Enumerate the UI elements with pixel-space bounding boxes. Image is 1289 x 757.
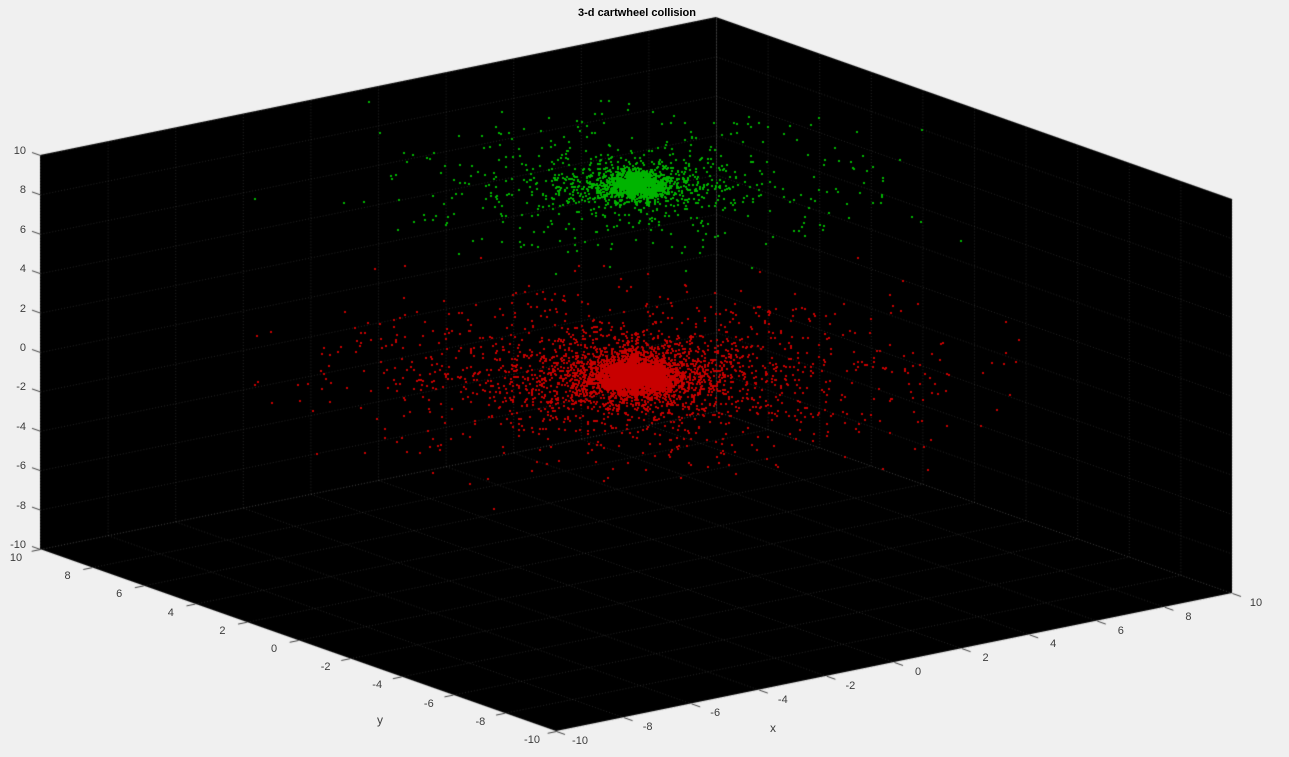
x-tick-label: 0 — [914, 666, 922, 678]
x-tick-label: -8 — [642, 721, 653, 734]
y-tick-label: -10 — [524, 734, 540, 746]
z-tick-label: -2 — [16, 381, 26, 394]
y-tick-label: 4 — [167, 606, 174, 619]
y-tick-label: 2 — [219, 624, 226, 637]
z-tick-label: 8 — [19, 184, 26, 197]
y-tick-label: 6 — [116, 588, 123, 601]
y-tick-label: -8 — [475, 715, 486, 728]
y-tick-label: 0 — [270, 643, 278, 655]
y-tick-label: -2 — [320, 661, 331, 674]
z-tick-label: 6 — [19, 223, 26, 236]
y-tick-label: 8 — [64, 570, 71, 583]
x-tick-label: 6 — [1117, 624, 1124, 637]
x-tick-label: 2 — [982, 652, 989, 665]
x-tick-label: 4 — [1050, 638, 1057, 651]
y-tick-label: -6 — [423, 697, 434, 710]
z-tick-label: 10 — [13, 145, 26, 157]
x-tick-label: 8 — [1185, 610, 1192, 623]
z-tick-label: -4 — [16, 420, 26, 433]
y-tick-label: -4 — [372, 679, 383, 692]
z-tick-label: -10 — [10, 539, 26, 551]
x-tick-label: -6 — [710, 707, 721, 720]
z-tick-label: 2 — [19, 302, 26, 315]
z-tick-label: 0 — [19, 342, 26, 354]
z-tick-label: -6 — [16, 460, 26, 473]
z-tick-label: -8 — [16, 499, 26, 512]
x-tick-label: -4 — [777, 693, 788, 706]
x-tick-label: -2 — [845, 679, 856, 692]
plot-title: 3-d cartwheel collision — [578, 7, 696, 19]
y-tick-label: 10 — [9, 552, 23, 564]
x-axis-label: x — [770, 721, 776, 735]
x-tick-label: 10 — [1249, 597, 1263, 609]
y-axis-label: y — [377, 713, 383, 727]
x-tick-label: -10 — [572, 735, 588, 747]
z-tick-label: 4 — [19, 263, 26, 276]
